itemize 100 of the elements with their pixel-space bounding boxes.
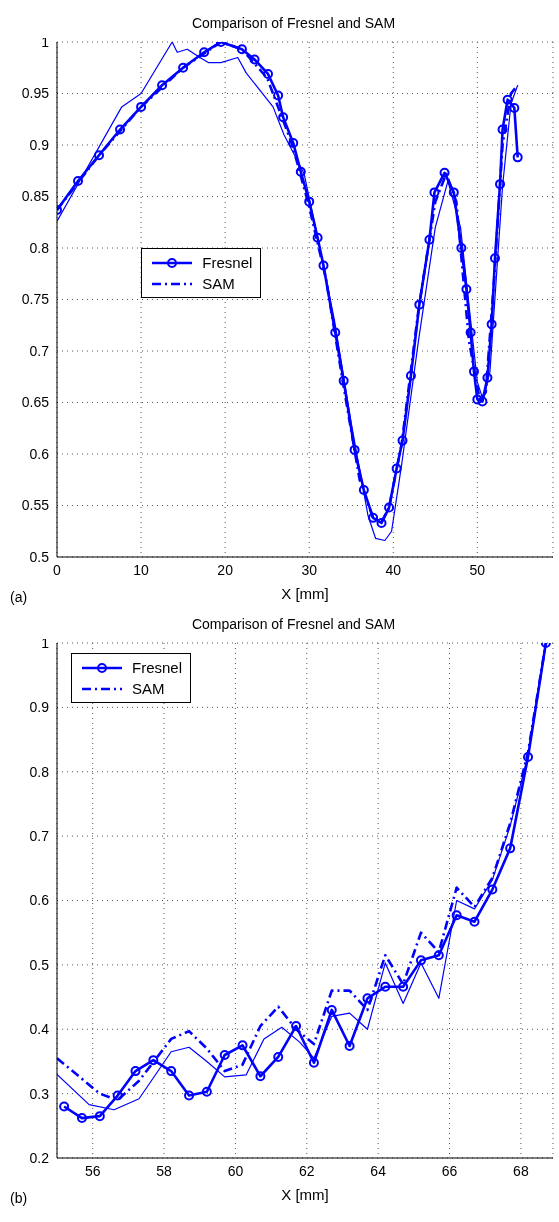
point [414,299,425,310]
point [157,80,168,91]
point [468,366,479,377]
point [112,1090,123,1101]
point [505,843,516,854]
point [368,512,379,523]
point [424,234,435,245]
y-tick-label: 0.85 [21,188,50,205]
point [148,1055,159,1066]
point [349,444,360,455]
point [495,179,506,190]
y-tick-label: 0.5 [29,956,50,973]
point [358,485,369,496]
point [59,1101,70,1112]
chart-title: Comparison of Fresnel and SAM [191,15,396,31]
x-tick-label: 0 [53,561,62,578]
point [199,47,210,58]
point [166,1066,177,1077]
y-tick-label: 0.7 [29,828,50,845]
point [489,253,500,264]
x-tick-label: 60 [227,1162,244,1179]
x-tick-label: 50 [469,561,486,578]
point [486,319,497,330]
y-tick-label: 1 [41,634,50,651]
point [94,1111,105,1122]
x-tick-label: 68 [513,1162,529,1179]
y-tick-label: 0.9 [29,136,50,153]
y-tick-label: 0.8 [29,239,50,256]
legend-label: SAM [132,680,165,697]
point [439,167,450,178]
text: (a) [10,589,28,605]
y-tick-label: 0.6 [29,445,50,462]
point [330,327,341,338]
point [273,1051,284,1062]
y-tick-label: 0.2 [29,1149,50,1166]
point [502,94,513,105]
point [201,1086,212,1097]
point [376,518,387,529]
y-tick-label: 0.75 [21,291,50,308]
point [487,884,498,895]
y-tick-label: 0.55 [21,497,50,514]
point [219,1050,230,1060]
y-tick-label: 0.65 [21,394,50,411]
point [497,124,508,135]
x-axis-title: X [mm] [281,585,329,602]
point [73,176,84,187]
point [130,1066,141,1077]
point [338,375,349,386]
y-tick-label: 0.9 [29,699,50,716]
point [76,1113,87,1124]
point [469,916,480,927]
point [405,370,416,381]
legend-label: SAM [202,275,235,292]
x-tick-label: 64 [370,1162,387,1179]
point [249,54,260,65]
point [429,187,440,198]
point [278,112,289,123]
point [308,1057,319,1068]
point [288,137,299,148]
point [477,396,488,407]
y-tick-label: 0.5 [29,548,50,565]
x-tick-label: 62 [299,1162,315,1179]
point [397,435,408,446]
point [312,232,323,243]
point [295,166,306,177]
point [448,187,459,198]
point [263,68,274,79]
point [509,102,520,113]
point [236,44,247,55]
point [465,327,476,338]
x-tick-label: 66 [441,1162,458,1179]
point [304,196,315,207]
point [512,152,523,163]
point [255,1071,266,1082]
y-tick-label: 0.8 [29,763,50,780]
y-tick-label: 0.4 [29,1021,50,1038]
legend-label: Fresnel [132,659,183,676]
point [398,981,409,992]
point [461,284,472,295]
point [184,1090,195,1101]
point [115,124,126,135]
point [482,372,493,383]
point [472,394,483,405]
x-tick-label: 20 [217,561,234,578]
point [326,1004,337,1015]
point [391,463,402,474]
point [380,981,391,992]
x-tick-label: 30 [301,561,318,578]
x-tick-label: 56 [84,1162,101,1179]
point [94,150,105,161]
x-tick-label: 40 [385,561,402,578]
chart-title: Comparison of Fresnel and SAM [191,616,396,632]
x-tick-label: 58 [156,1162,173,1179]
point [456,243,467,253]
point [136,101,147,112]
point [318,260,329,271]
point [291,1021,302,1032]
point [237,1040,248,1051]
point [415,955,426,966]
legend-label: Fresnel [202,254,253,271]
